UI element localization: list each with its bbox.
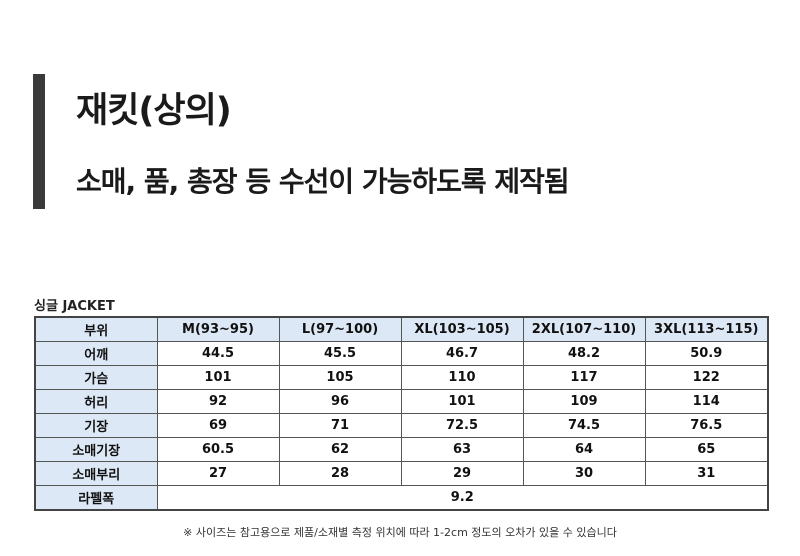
column-header: 2XL(107~110) xyxy=(522,316,646,342)
column-header: XL(103~105) xyxy=(400,316,524,342)
table-row: 소매기장 60.5 62 63 64 65 xyxy=(34,437,769,462)
table-cell: 110 xyxy=(400,365,524,390)
row-label: 소매부리 xyxy=(34,461,158,486)
table-row: 가슴 101 105 110 117 122 xyxy=(34,365,769,390)
table-cell: 101 xyxy=(156,365,280,390)
table-cell: 48.2 xyxy=(522,341,646,366)
table-cell: 105 xyxy=(278,365,402,390)
header-accent-bar xyxy=(33,74,45,209)
row-label: 가슴 xyxy=(34,365,158,390)
table-cell: 28 xyxy=(278,461,402,486)
table-cell: 31 xyxy=(644,461,769,486)
table-header-row: 부위 M(93~95) L(97~100) XL(103~105) 2XL(10… xyxy=(34,316,769,342)
table-cell: 46.7 xyxy=(400,341,524,366)
table-cell: 72.5 xyxy=(400,413,524,438)
table-cell: 44.5 xyxy=(156,341,280,366)
table-cell: 30 xyxy=(522,461,646,486)
column-header: L(97~100) xyxy=(278,316,402,342)
table-row: 기장 69 71 72.5 74.5 76.5 xyxy=(34,413,769,438)
table-row: 소매부리 27 28 29 30 31 xyxy=(34,461,769,486)
column-header: 3XL(113~115) xyxy=(644,316,769,342)
table-cell: 50.9 xyxy=(644,341,769,366)
column-header: M(93~95) xyxy=(156,316,280,342)
table-cell: 109 xyxy=(522,389,646,414)
table-cell: 92 xyxy=(156,389,280,414)
table-cell: 71 xyxy=(278,413,402,438)
table-cell: 45.5 xyxy=(278,341,402,366)
row-label: 어깨 xyxy=(34,341,158,366)
page-subtitle: 소매, 품, 총장 등 수선이 가능하도록 제작됨 xyxy=(76,165,570,198)
row-label: 기장 xyxy=(34,413,158,438)
table-cell: 114 xyxy=(644,389,769,414)
table-cell: 117 xyxy=(522,365,646,390)
table-cell: 64 xyxy=(522,437,646,462)
page-title: 재킷(상의) xyxy=(76,91,232,131)
table-cell: 27 xyxy=(156,461,280,486)
table-cell: 60.5 xyxy=(156,437,280,462)
table-row: 어깨 44.5 45.5 46.7 48.2 50.9 xyxy=(34,341,769,366)
table-cell: 62 xyxy=(278,437,402,462)
table-row: 허리 92 96 101 109 114 xyxy=(34,389,769,414)
table-row-lapel: 라펠폭 9.2 xyxy=(34,485,769,511)
table-cell: 65 xyxy=(644,437,769,462)
table-label: 싱글 JACKET xyxy=(34,299,115,314)
table-cell-merged: 9.2 xyxy=(156,485,769,511)
table-cell: 76.5 xyxy=(644,413,769,438)
footnote: ※ 사이즈는 참고용으로 제품/소재별 측정 위치에 따라 1-2cm 정도의 … xyxy=(183,526,617,539)
table-cell: 29 xyxy=(400,461,524,486)
table-cell: 74.5 xyxy=(522,413,646,438)
table-cell: 63 xyxy=(400,437,524,462)
row-label: 허리 xyxy=(34,389,158,414)
table-cell: 69 xyxy=(156,413,280,438)
column-header: 부위 xyxy=(34,316,158,342)
table-cell: 96 xyxy=(278,389,402,414)
row-label: 라펠폭 xyxy=(34,485,158,511)
size-table: 부위 M(93~95) L(97~100) XL(103~105) 2XL(10… xyxy=(34,316,769,511)
row-label: 소매기장 xyxy=(34,437,158,462)
table-cell: 122 xyxy=(644,365,769,390)
table-cell: 101 xyxy=(400,389,524,414)
